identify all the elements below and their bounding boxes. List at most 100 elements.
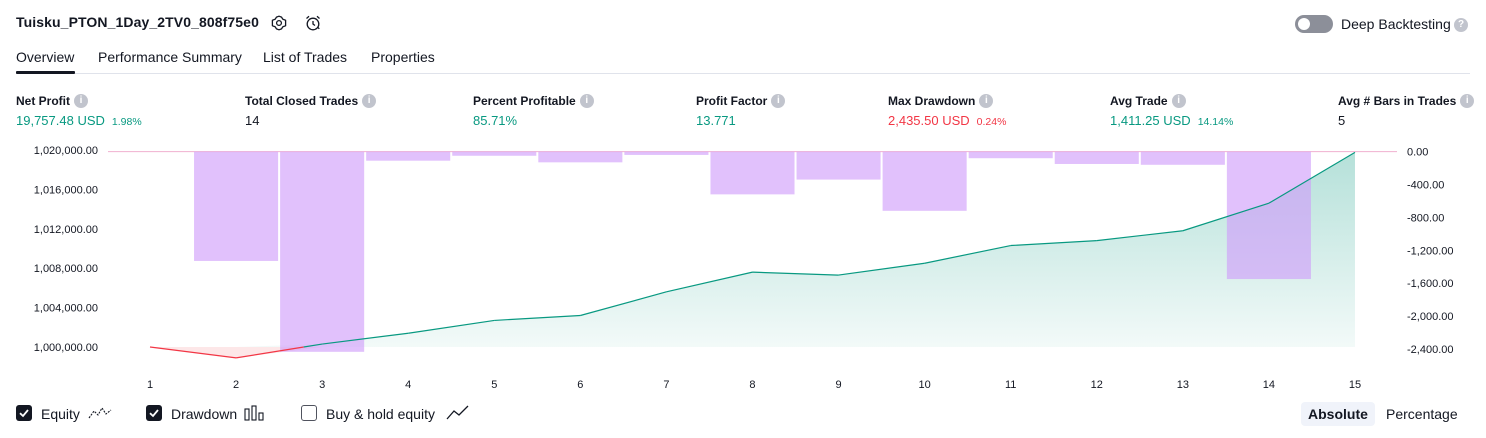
metric-avg-trade-value: 1,411.25 USD 14.14%: [1110, 113, 1234, 128]
buy-hold-line-icon: [446, 404, 470, 427]
x-axis-tick-label: 10: [919, 379, 931, 391]
equity-legend-label: Equity: [41, 406, 80, 422]
equity-line-segment: [924, 244, 1011, 264]
drawdown-bar: [624, 151, 709, 155]
info-icon[interactable]: i: [1171, 94, 1186, 108]
right-axis-tick-label: -800.00: [1407, 212, 1444, 224]
metric-profit-factor-label: Profit Factor i: [696, 94, 786, 108]
x-axis-tick-label: 9: [835, 379, 841, 391]
right-axis-tick-label: -2,400.00: [1407, 344, 1453, 356]
equity-negative-area: [150, 347, 323, 358]
drawdown-bar: [796, 151, 881, 180]
x-axis-tick-label: 7: [663, 379, 669, 391]
equity-line-segment: [235, 346, 304, 359]
x-axis-tick-label: 12: [1091, 379, 1103, 391]
drawdown-bar: [1054, 151, 1139, 164]
equity-line-segment: [1010, 240, 1097, 247]
equity-line-segment: [408, 319, 495, 334]
x-axis-tick-label: 8: [749, 379, 755, 391]
x-axis-tick-label: 14: [1263, 379, 1275, 391]
metric-net-profit-label: Net Profit i: [16, 94, 88, 108]
settings-icon[interactable]: [269, 13, 289, 33]
metric-total-closed-trades-label: Total Closed Trades i: [245, 94, 377, 108]
tabs-divider: [16, 73, 1470, 74]
drawdown-bar: [710, 151, 795, 195]
drawdown-bar: [452, 151, 537, 156]
deep-backtesting-label: Deep Backtesting: [1341, 16, 1451, 32]
equity-checkbox[interactable]: [16, 405, 32, 421]
info-icon[interactable]: i: [579, 94, 594, 108]
metric-percent-profitable-value: 85.71%: [473, 113, 518, 128]
info-icon[interactable]: i: [1460, 94, 1475, 108]
equity-line-segment: [303, 343, 323, 348]
tab-properties[interactable]: Properties: [371, 49, 435, 65]
alarm-clock-icon[interactable]: [303, 13, 323, 33]
metric-total-closed-trades-value: 14: [245, 113, 260, 128]
absolute-mode-button[interactable]: Absolute: [1301, 402, 1375, 426]
left-axis-tick-label: 1,020,000.00: [34, 145, 98, 157]
drawdown-bar: [538, 151, 623, 163]
deep-backtesting-toggle[interactable]: [1295, 15, 1333, 33]
x-axis-tick-label: 13: [1177, 379, 1189, 391]
x-axis-tick-label: 2: [233, 379, 239, 391]
equity-line-segment: [752, 271, 839, 276]
drawdown-bar: [882, 151, 967, 211]
active-tab-indicator: [16, 71, 75, 74]
drawdown-bars-icon: [244, 405, 266, 426]
equity-line-segment: [149, 346, 237, 359]
drawdown-bar: [968, 151, 1053, 159]
drawdown-legend-label: Drawdown: [171, 406, 238, 422]
percentage-mode-button[interactable]: Percentage: [1386, 406, 1458, 422]
equity-line-segment: [322, 332, 409, 345]
equity-line-segment: [580, 291, 667, 317]
buy-hold-legend-label: Buy & hold equity: [326, 406, 435, 422]
right-axis-tick-label: -2,000.00: [1407, 311, 1453, 323]
drawdown-bar: [1226, 151, 1311, 280]
metric-percent-profitable-label: Percent Profitable i: [473, 94, 594, 108]
left-axis-tick-label: 1,008,000.00: [34, 263, 98, 275]
equity-line-segment: [494, 314, 581, 322]
x-axis-tick-label: 6: [577, 379, 583, 391]
metric-avg-bars-label: Avg # Bars in Trades i: [1338, 94, 1475, 108]
tab-performance-summary[interactable]: Performance Summary: [98, 49, 242, 65]
drawdown-checkbox[interactable]: [146, 405, 162, 421]
metric-profit-factor-value: 13.771: [696, 113, 736, 128]
tab-overview[interactable]: Overview: [16, 49, 75, 65]
metric-avg-trade-label: Avg Trade i: [1110, 94, 1186, 108]
metric-net-profit-value: 19,757.48 USD 1.98%: [16, 113, 142, 128]
right-axis-tick-label: -400.00: [1407, 180, 1444, 192]
equity-line-segment: [1096, 230, 1183, 242]
right-axis-tick-label: -1,200.00: [1407, 245, 1453, 257]
equity-area: [150, 152, 1355, 348]
right-axis-tick-label: -1,600.00: [1407, 278, 1453, 290]
metric-max-drawdown-label: Max Drawdown i: [888, 94, 994, 108]
equity-line-icon: [88, 404, 112, 427]
deep-backtesting-help-icon[interactable]: ?: [1454, 18, 1468, 32]
left-axis-tick-label: 1,000,000.00: [34, 342, 98, 354]
x-axis-tick-label: 5: [491, 379, 497, 391]
equity-line-segment: [1268, 151, 1356, 204]
x-axis-tick-label: 1: [147, 379, 153, 391]
drawdown-bar: [366, 151, 451, 161]
right-axis-tick-label: 0.00: [1407, 147, 1428, 159]
info-icon[interactable]: i: [362, 94, 377, 108]
info-icon[interactable]: i: [74, 94, 88, 108]
equity-drawdown-chart[interactable]: 1,020,000.00 1,016,000.00 1,012,000.00 1,00…: [0, 138, 1486, 398]
buy-hold-checkbox[interactable]: [301, 405, 317, 421]
drawdown-bar: [280, 151, 365, 352]
equity-line-segment: [666, 271, 753, 293]
metric-max-drawdown-value: 2,435.50 USD 0.24%: [888, 113, 1007, 128]
info-icon[interactable]: i: [771, 94, 786, 108]
left-axis-tick-label: 1,012,000.00: [34, 224, 98, 236]
drawdown-bar: [1140, 151, 1225, 165]
info-icon[interactable]: i: [979, 94, 994, 108]
strategy-title: Tuisku_PTON_1Day_2TV0_808f75e0: [16, 14, 259, 30]
x-axis-tick-label: 15: [1349, 379, 1361, 391]
equity-line-segment: [1182, 202, 1270, 232]
tab-list-of-trades[interactable]: List of Trades: [263, 49, 348, 65]
x-axis-tick-label: 3: [319, 379, 325, 391]
equity-line-segment: [838, 262, 925, 276]
drawdown-bar: [194, 151, 279, 261]
left-axis-tick-label: 1,016,000.00: [34, 184, 98, 196]
metric-avg-bars-value: 5: [1338, 113, 1346, 128]
